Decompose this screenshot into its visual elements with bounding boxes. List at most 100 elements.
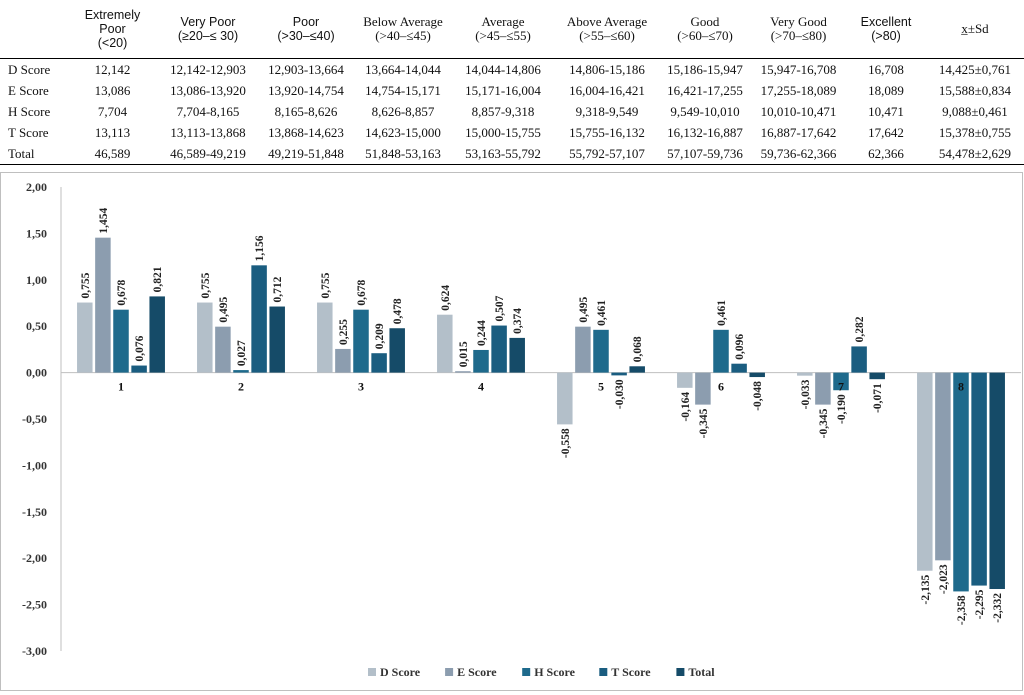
column-header <box>0 0 66 59</box>
data-label: 0,507 <box>494 295 506 321</box>
data-label: 0,096 <box>734 334 746 360</box>
category-label: 5 <box>598 380 604 394</box>
data-label: -2,295 <box>974 589 986 619</box>
table-cell: 55,792-57,107 <box>569 145 645 161</box>
row-label: T Score <box>8 124 49 140</box>
table-cell: 12,142 <box>94 61 131 77</box>
table-row: D Score 12,142 12,142-12,903 12,903-13,664 1… <box>0 59 1024 81</box>
bar <box>557 372 573 425</box>
table-cell: 14,425±0,761 <box>938 61 1012 77</box>
bar <box>575 326 591 373</box>
table-cell: 13,086-13,920 <box>170 82 246 98</box>
category-label: 1 <box>118 380 124 394</box>
data-label: -0,190 <box>836 394 848 424</box>
table-cell: 15,378±0,755 <box>938 124 1012 140</box>
data-label: -0,071 <box>872 383 884 413</box>
data-label: -0,030 <box>614 379 626 409</box>
table-cell: 12,903-13,664 <box>268 61 344 77</box>
data-label: 0,678 <box>356 280 368 306</box>
data-label: 0,068 <box>632 336 644 362</box>
column-header: Extremely Poor (<20) <box>66 0 159 59</box>
bar <box>269 306 285 373</box>
data-label: 0,495 <box>578 297 590 323</box>
table-cell: 54,478±2,629 <box>938 145 1012 161</box>
data-label: -2,358 <box>956 595 968 625</box>
category-label: 4 <box>478 380 484 394</box>
table-cell: 16,132-16,887 <box>667 124 743 140</box>
column-header-line: Very Poor <box>180 15 236 29</box>
table-cell: 16,421-17,255 <box>667 82 743 98</box>
table-cell: 14,754-15,171 <box>365 82 441 98</box>
column-header-line: (>45–≤55) <box>475 28 531 43</box>
bar <box>491 325 507 373</box>
legend-swatch <box>445 668 454 676</box>
bar <box>317 302 333 373</box>
data-label: 0,821 <box>152 266 164 292</box>
table-cell: 8,626-8,857 <box>371 103 435 119</box>
bar <box>695 372 711 405</box>
bar <box>593 329 609 373</box>
table-cell: 10,471 <box>868 103 904 119</box>
data-label: 0,755 <box>200 272 212 298</box>
category-label: 3 <box>358 380 364 394</box>
table-cell: 13,868-14,623 <box>268 124 344 140</box>
y-tick-label: 0,50 <box>26 319 47 333</box>
bar <box>335 348 351 373</box>
table-cell: 59,736-62,366 <box>760 145 837 161</box>
legend-label: Total <box>688 665 715 679</box>
bar <box>371 353 387 373</box>
bar <box>95 237 111 373</box>
table-cell: 8,165-8,626 <box>274 103 338 119</box>
table-row: H Score 7,704 7,704-8,165 8,165-8,626 8,626-… <box>0 101 1024 122</box>
column-header-line: x̲±Sd <box>961 21 989 36</box>
data-label: 0,624 <box>440 285 452 311</box>
data-label: -0,048 <box>752 381 764 411</box>
bar <box>473 349 489 373</box>
bar <box>389 328 405 373</box>
data-label: -0,164 <box>680 392 692 422</box>
column-header-line: Poor <box>99 22 126 36</box>
row-label: Total <box>8 145 35 161</box>
column-header: Very Good (>70–≤80) <box>751 0 846 59</box>
bar <box>437 314 453 373</box>
y-tick-label: -3,00 <box>22 644 47 658</box>
row-label: E Score <box>8 82 49 98</box>
table-cell: 62,366 <box>868 145 904 161</box>
column-header-line: Above Average <box>566 14 648 29</box>
chart-frame: 2,00 1,50 1,00 0,50 0,00 -0,50 -1,00 -1,50 -2,00… <box>0 172 1023 691</box>
column-header-line: Good <box>690 14 720 29</box>
column-header-line: Extremely <box>84 8 141 22</box>
table-cell: 12,142-12,903 <box>170 61 246 77</box>
bar <box>917 372 933 571</box>
column-header: Poor (>30–≤40) <box>257 0 355 59</box>
data-label: 0,015 <box>458 341 470 367</box>
bar <box>353 309 369 373</box>
data-label: 0,755 <box>80 272 92 298</box>
column-header-line: (>40–≤45) <box>375 28 431 43</box>
bar <box>611 372 627 376</box>
table-cell: 15,947-16,708 <box>760 61 837 77</box>
y-tick-label: 2,00 <box>26 180 47 194</box>
column-header: Excellent (>80) <box>846 0 926 59</box>
category-label: 6 <box>718 380 724 394</box>
bar <box>935 372 951 561</box>
table-cell: 16,004-16,421 <box>569 82 645 98</box>
bar <box>215 326 231 373</box>
table-cell: 46,589-49,219 <box>170 145 246 161</box>
table-cell: 16,887-17,642 <box>760 124 837 140</box>
bar-chart: 2,00 1,50 1,00 0,50 0,00 -0,50 -1,00 -1,50 -2,00… <box>22 180 1021 679</box>
bar <box>455 371 471 373</box>
table-cell: 13,113 <box>94 124 131 140</box>
column-header: Above Average (>55–≤60) <box>555 0 659 59</box>
data-label: -0,558 <box>560 428 572 458</box>
data-label: 0,678 <box>116 280 128 306</box>
bar <box>131 365 147 373</box>
bar <box>677 372 693 388</box>
column-header-line: (<20) <box>97 36 128 50</box>
legend-label: T Score <box>611 665 651 679</box>
data-label: 1,454 <box>98 208 110 234</box>
table-cell: 53,163-55,792 <box>465 145 541 161</box>
bar <box>77 302 93 373</box>
data-label: 0,209 <box>374 323 386 349</box>
score-ranges-table: Extremely Poor (<20) Very Poor (≥20–≤ 30) Poo… <box>0 0 1024 165</box>
